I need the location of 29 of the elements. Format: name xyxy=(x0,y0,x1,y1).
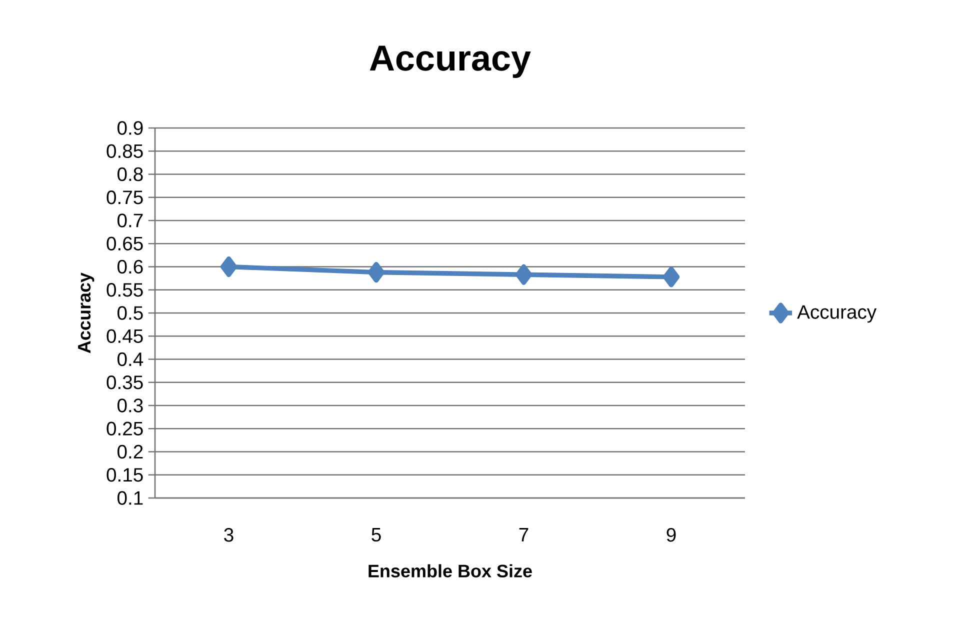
x-tick-label: 9 xyxy=(666,528,676,542)
y-tick-label: 0.5 xyxy=(118,306,143,320)
x-tick-label: 5 xyxy=(372,528,381,542)
y-tick-label: 0.85 xyxy=(106,144,143,158)
y-tick-label: 0.2 xyxy=(118,444,143,459)
y-tick-label: 0.6 xyxy=(118,260,143,274)
x-tick-label: 3 xyxy=(224,528,234,542)
x-tick-label: 7 xyxy=(519,528,528,542)
y-axis-title: Accuracy xyxy=(78,272,94,354)
x-axis-title: Ensemble Box Size xyxy=(368,564,532,578)
y-tick-label: 0.8 xyxy=(118,167,143,182)
point xyxy=(515,264,532,285)
y-tick-label: 0.3 xyxy=(118,398,143,412)
y-tick-label: 0.75 xyxy=(106,190,143,204)
y-tick-label: 0.9 xyxy=(118,121,143,135)
y-tick-label: 0.45 xyxy=(106,329,143,343)
point xyxy=(662,266,680,288)
legend-label: Accuracy xyxy=(797,305,877,323)
y-tick-label: 0.25 xyxy=(106,422,143,436)
y-tick-label: 0.65 xyxy=(106,236,143,250)
y-tick-label: 0.1 xyxy=(118,491,143,505)
y-tick-label: 0.15 xyxy=(106,468,143,482)
point xyxy=(368,262,385,283)
y-tick-label: 0.4 xyxy=(118,352,144,366)
point xyxy=(220,256,238,278)
y-tick-label: 0.55 xyxy=(106,283,143,297)
y-tick-label: 0.7 xyxy=(118,214,143,228)
chart-title: Accuracy xyxy=(370,46,531,78)
y-tick-label: 0.35 xyxy=(106,376,143,390)
